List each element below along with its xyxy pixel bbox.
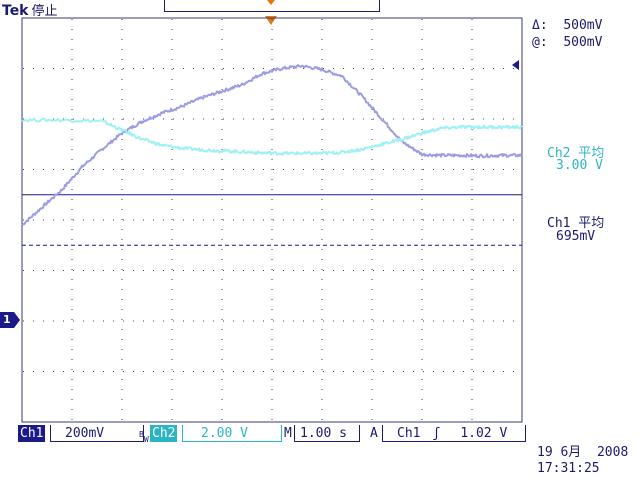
ch1-scale-value[interactable]: 200mV — [50, 425, 144, 442]
run-state-label: 停止 — [31, 4, 58, 19]
date-time-readout: 19 6月 2008 17:31:25 — [537, 445, 628, 477]
cursor-at-readout: @: 500mV — [532, 35, 603, 50]
record-trigger-marker-icon — [267, 0, 275, 5]
timebase-prefix: M — [284, 426, 292, 441]
date-label: 19 6月 2008 — [537, 445, 629, 460]
brand-title: Tek 停止 — [2, 0, 58, 19]
acquisition-mode: A — [370, 426, 378, 441]
reference-lines — [22, 194, 522, 246]
ch1-scale-chip[interactable]: Ch1 — [18, 425, 46, 442]
waveform-trace-1 — [21, 64, 523, 226]
brand-name: Tek — [2, 3, 29, 19]
bandwidth-limit-icon: BW — [139, 430, 149, 444]
ch2-mean-value: 3.00 V — [556, 158, 603, 173]
record-position-indicator — [164, 0, 380, 12]
trigger-position-arrow-icon[interactable] — [265, 16, 277, 25]
ch1-ground-marker[interactable]: 1 — [0, 312, 20, 328]
timebase-value[interactable]: 1.00 s — [294, 425, 360, 442]
graticule-border — [21, 17, 523, 423]
graticule — [21, 17, 523, 423]
waveform-display[interactable] — [20, 16, 524, 424]
waveform-traces — [21, 64, 523, 226]
status-bar: Ch1 200mV BW Ch2 2.00 V M 1.00 s A Ch1 ʃ 1… — [18, 425, 526, 444]
ch2-mean-label: Ch2 平均 — [547, 146, 605, 161]
ch2-scale-chip[interactable]: Ch2 — [150, 425, 178, 442]
cursor-delta-readout: Δ: 500mV — [532, 18, 603, 33]
time-label: 17:31:25 — [537, 461, 600, 476]
trigger-slope-icon: ʃ — [432, 426, 441, 441]
ch1-mean-value: 695mV — [556, 229, 596, 244]
ch1-mean-label: Ch1 平均 — [547, 216, 605, 231]
trigger-readout[interactable]: Ch1 ʃ 1.02 V — [382, 425, 526, 442]
reference-level-arrow-icon[interactable] — [512, 60, 519, 70]
trigger-level: 1.02 V — [460, 426, 508, 441]
trigger-source: Ch1 — [397, 426, 421, 441]
ch2-scale-value[interactable]: 2.00 V — [182, 425, 282, 442]
waveform-trace-2 — [21, 117, 523, 156]
